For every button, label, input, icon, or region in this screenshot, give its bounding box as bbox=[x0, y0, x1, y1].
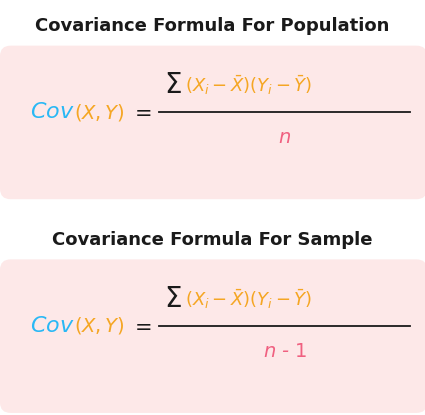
FancyBboxPatch shape bbox=[0, 46, 425, 199]
Text: $=$: $=$ bbox=[130, 316, 151, 336]
Text: Covariance Formula For Population: Covariance Formula For Population bbox=[35, 17, 390, 35]
Text: $\it{Cov}$: $\it{Cov}$ bbox=[30, 102, 74, 122]
Text: $n$: $n$ bbox=[278, 128, 291, 147]
Text: $(X,Y)$: $(X,Y)$ bbox=[74, 315, 125, 336]
Text: $n$ - $1$: $n$ - $1$ bbox=[263, 342, 307, 361]
Text: $\Sigma$: $\Sigma$ bbox=[164, 285, 181, 313]
Text: $=$: $=$ bbox=[130, 102, 151, 122]
Text: $(X_i - \bar{X})(Y_i - \bar{Y})$: $(X_i - \bar{X})(Y_i - \bar{Y})$ bbox=[185, 73, 312, 97]
Text: $(X,Y)$: $(X,Y)$ bbox=[74, 102, 125, 122]
Text: $(X_i - \bar{X})(Y_i - \bar{Y})$: $(X_i - \bar{X})(Y_i - \bar{Y})$ bbox=[185, 287, 312, 310]
Text: Covariance Formula For Sample: Covariance Formula For Sample bbox=[52, 231, 373, 249]
Text: $\it{Cov}$: $\it{Cov}$ bbox=[30, 316, 74, 336]
FancyBboxPatch shape bbox=[0, 259, 425, 413]
Text: $\Sigma$: $\Sigma$ bbox=[164, 71, 181, 99]
